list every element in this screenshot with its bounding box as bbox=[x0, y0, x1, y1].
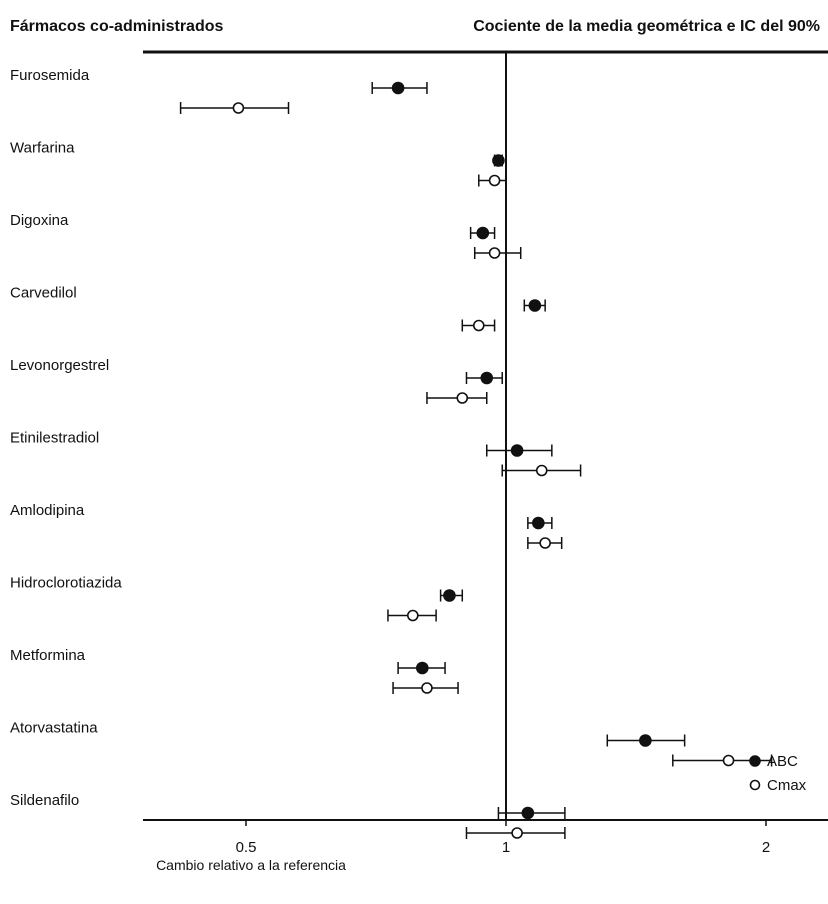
cmax-point bbox=[722, 754, 735, 767]
cmax-point bbox=[539, 537, 551, 549]
x-tick-label: 1 bbox=[502, 839, 510, 856]
abc-ci-group bbox=[439, 589, 464, 602]
x-tick-label: 2 bbox=[762, 839, 770, 856]
cmax-point bbox=[488, 247, 501, 259]
cmax-ci-group bbox=[387, 609, 437, 622]
x-axis-title: Cambio relativo a la referencia bbox=[156, 857, 346, 873]
abc-point bbox=[476, 226, 490, 240]
abc-point bbox=[492, 154, 505, 167]
category-label: Digoxina bbox=[10, 212, 69, 229]
cmax-point bbox=[456, 392, 469, 404]
category-label: Metformina bbox=[10, 647, 86, 664]
cmax-ci-group bbox=[473, 247, 522, 259]
abc-point bbox=[532, 516, 545, 530]
abc-point bbox=[510, 444, 524, 457]
legend-label: ABC bbox=[767, 753, 798, 770]
legend-abc-marker bbox=[749, 755, 761, 767]
category-labels: Furosemida Warfarina Digoxina Carvedilol Lev… bbox=[10, 67, 122, 809]
category-label: Warfarina bbox=[10, 140, 75, 157]
abc-ci-group bbox=[606, 734, 686, 747]
abc-ci-group bbox=[465, 371, 503, 385]
abc-ci-group bbox=[397, 661, 446, 675]
cmax-point bbox=[535, 464, 548, 477]
abc-ci-group bbox=[497, 806, 566, 820]
category-label: Atorvastatina bbox=[10, 720, 98, 737]
abc-ci-group bbox=[486, 444, 553, 457]
abc-point bbox=[443, 589, 456, 602]
abc-point bbox=[521, 806, 535, 820]
chart-marks bbox=[179, 81, 773, 839]
abc-ci-group bbox=[469, 226, 496, 240]
abc-ci-group bbox=[527, 516, 553, 530]
category-label: Carvedilol bbox=[10, 285, 77, 302]
legend: ABC Cmax bbox=[749, 753, 807, 794]
header-left-title: Fármacos co-administrados bbox=[10, 18, 224, 35]
cmax-ci-group bbox=[179, 102, 290, 114]
abc-point bbox=[528, 299, 542, 312]
cmax-ci-group bbox=[465, 827, 566, 839]
category-label: Sildenafilo bbox=[10, 792, 79, 809]
cmax-point bbox=[421, 682, 433, 694]
cmax-point bbox=[472, 319, 485, 332]
abc-ci-group bbox=[371, 81, 428, 95]
cmax-ci-group bbox=[461, 319, 496, 332]
abc-point bbox=[415, 661, 429, 675]
abc-ci-group bbox=[523, 299, 546, 312]
cmax-ci-group bbox=[527, 537, 563, 549]
category-label: Etinilestradiol bbox=[10, 430, 99, 447]
cmax-ci-group bbox=[501, 464, 582, 477]
abc-ci-group bbox=[492, 154, 505, 167]
abc-point bbox=[480, 371, 494, 385]
cmax-ci-group bbox=[478, 174, 507, 187]
header-right-title: Cociente de la media geométrica e IC del… bbox=[473, 18, 820, 35]
cmax-ci-group bbox=[392, 682, 459, 694]
cmax-point bbox=[511, 827, 523, 839]
x-axis: 0.5 1 2 bbox=[143, 819, 828, 856]
category-label: Amlodipina bbox=[10, 502, 85, 519]
category-label: Furosemida bbox=[10, 67, 90, 84]
cmax-ci-group bbox=[426, 392, 488, 404]
x-tick-label: 0.5 bbox=[236, 839, 257, 856]
abc-point bbox=[391, 81, 405, 95]
legend-cmax-marker bbox=[749, 779, 761, 791]
abc-point bbox=[639, 734, 652, 747]
cmax-point bbox=[407, 609, 419, 622]
category-label: Hidroclorotiazida bbox=[10, 575, 122, 592]
cmax-point bbox=[232, 102, 245, 114]
legend-label: Cmax bbox=[767, 777, 807, 794]
category-label: Levonorgestrel bbox=[10, 357, 109, 374]
cmax-point bbox=[488, 174, 501, 187]
